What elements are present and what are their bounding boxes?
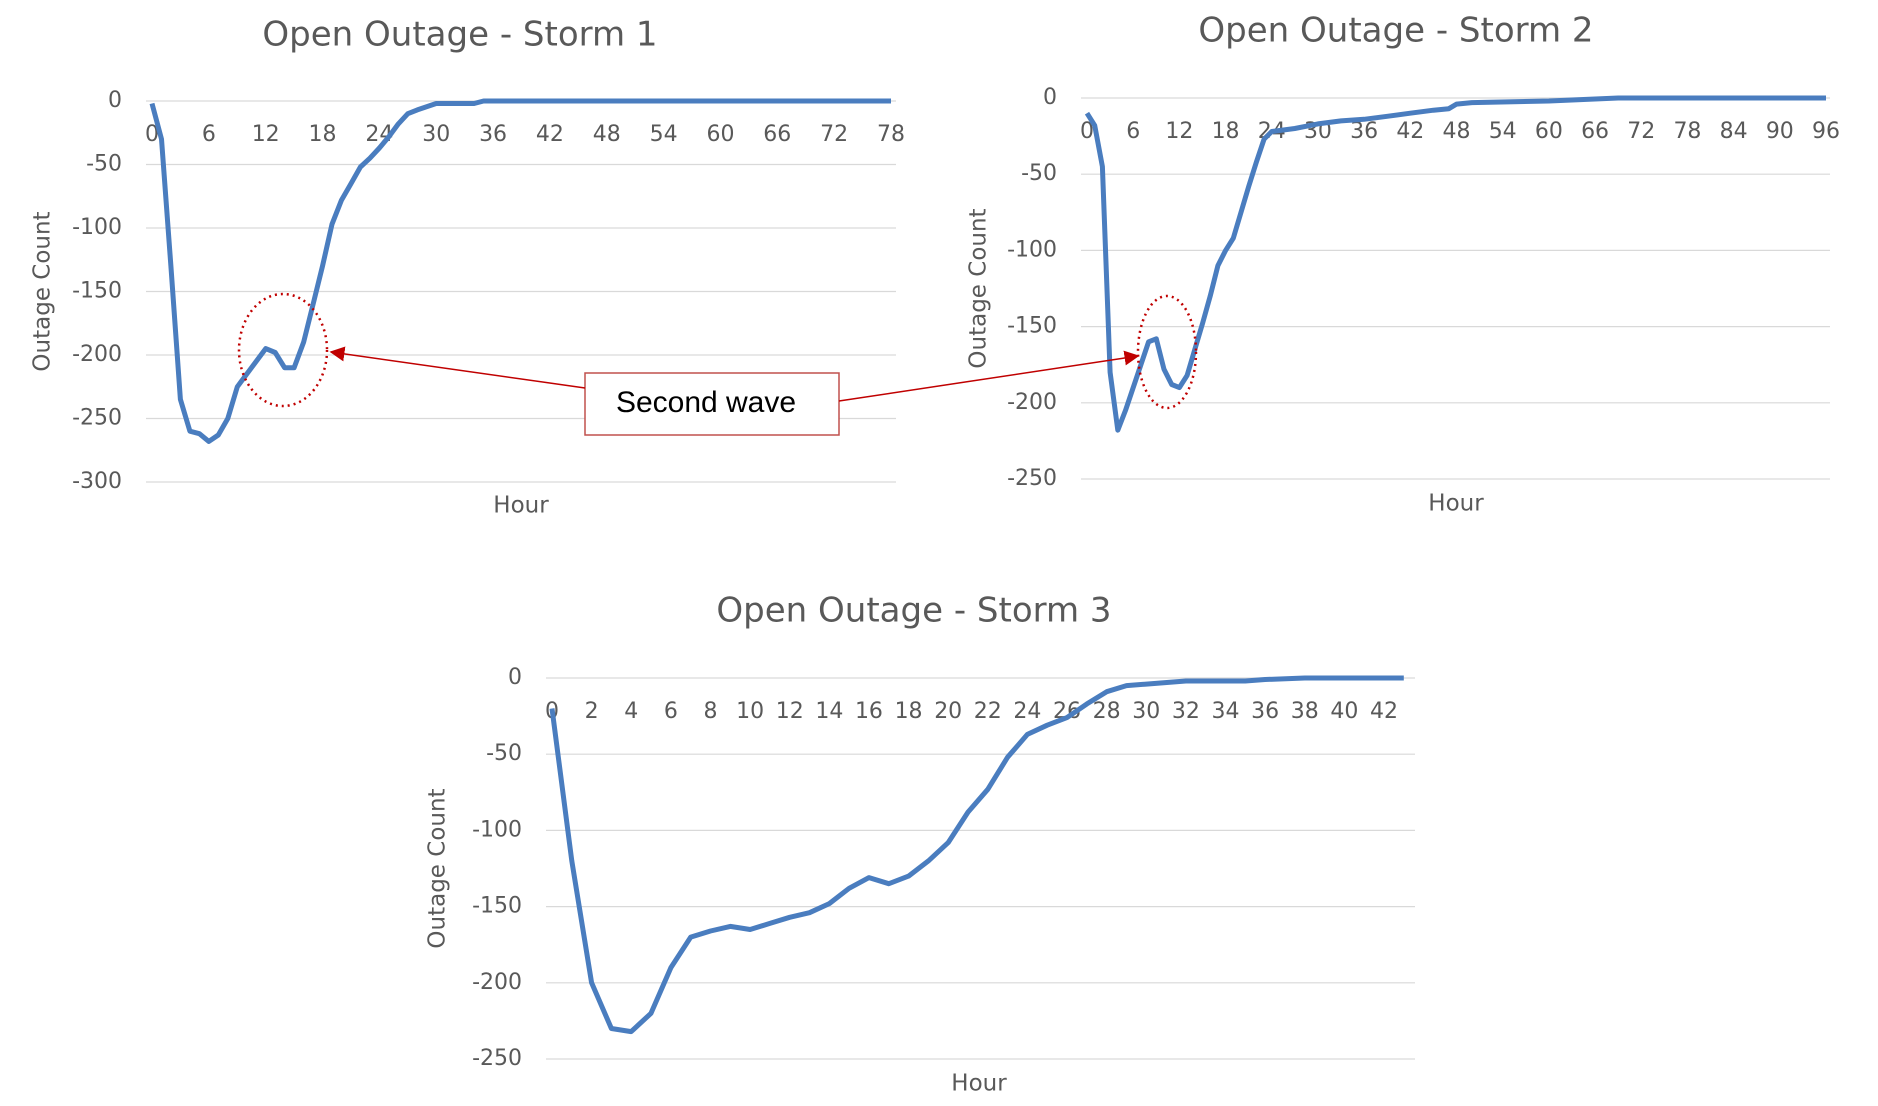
x-tick-label: 12 [252, 122, 280, 147]
series-line [149, 98, 891, 444]
y-tick-label: -50 [86, 152, 122, 177]
arrow [329, 346, 586, 389]
annotation: Second wave [616, 386, 796, 419]
x-tick-label: 6 [1126, 119, 1140, 144]
x-tick-label: 42 [536, 122, 564, 147]
x-tick-label: 16 [855, 699, 883, 724]
x-tick-label: 4 [624, 699, 638, 724]
x-tick-label: 18 [309, 122, 337, 147]
y-tick-label: -100 [72, 215, 122, 240]
x-tick-label: 22 [974, 699, 1002, 724]
x-tick-label: 66 [1581, 119, 1609, 144]
y-tick-label: -100 [1007, 237, 1057, 262]
x-tick-label: 60 [1535, 119, 1563, 144]
x-tick-label: 72 [820, 122, 848, 147]
x-tick-label: 0 [1080, 119, 1094, 144]
y-tick-label: -250 [472, 1046, 522, 1071]
x-tick-label: 30 [1132, 699, 1160, 724]
x-tick-label: 90 [1766, 119, 1794, 144]
highlight-ellipse [237, 292, 329, 408]
y-tick-label: -50 [486, 741, 522, 766]
x-tick-label: 60 [706, 122, 734, 147]
highlight-ellipse [1136, 294, 1198, 410]
x-tick-label: 36 [1350, 119, 1378, 144]
x-axis-label: Hour [493, 493, 549, 519]
x-tick-label: 18 [1212, 119, 1240, 144]
x-tick-label: 20 [934, 699, 962, 724]
x-tick-label: 2 [585, 699, 599, 724]
x-tick-label: 36 [1251, 699, 1279, 724]
x-tick-label: 34 [1212, 699, 1240, 724]
x-tick-label: 84 [1720, 119, 1748, 144]
x-tick-label: 28 [1093, 699, 1121, 724]
y-tick-label: 0 [1043, 85, 1057, 110]
y-axis-label: Outage Count [425, 788, 451, 948]
x-tick-label: 48 [1443, 119, 1471, 144]
x-tick-label: 96 [1812, 119, 1840, 144]
y-tick-label: -200 [472, 970, 522, 995]
x-tick-label: 78 [877, 122, 905, 147]
y-tick-label: -50 [1021, 161, 1057, 186]
x-tick-label: 78 [1673, 119, 1701, 144]
series-line [549, 675, 1404, 1035]
y-tick-label: -150 [1007, 314, 1057, 339]
x-tick-label: 42 [1396, 119, 1424, 144]
y-tick-label: -100 [472, 817, 522, 842]
y-axis-label: Outage Count [966, 208, 992, 368]
y-tick-label: -250 [72, 406, 122, 431]
series-line [1084, 95, 1826, 433]
y-tick-label: -250 [1007, 466, 1057, 491]
x-tick-label: 6 [202, 122, 216, 147]
y-tick-label: -200 [72, 342, 122, 367]
y-axis-label: Outage Count [30, 211, 56, 371]
chart-title: Open Outage - Storm 2 [1198, 11, 1593, 51]
x-tick-label: 54 [650, 122, 678, 147]
y-tick-label: -150 [472, 894, 522, 919]
y-tick-label: -300 [72, 469, 122, 494]
x-tick-label: 10 [736, 699, 764, 724]
x-tick-label: 24 [1013, 699, 1041, 724]
x-tick-label: 66 [763, 122, 791, 147]
x-tick-label: 0 [145, 122, 159, 147]
chart-title: Open Outage - Storm 1 [262, 15, 657, 55]
x-tick-label: 32 [1172, 699, 1200, 724]
x-tick-label: 36 [479, 122, 507, 147]
y-tick-label: 0 [108, 88, 122, 113]
x-tick-label: 6 [664, 699, 678, 724]
x-tick-label: 12 [1165, 119, 1193, 144]
x-tick-label: 38 [1291, 699, 1319, 724]
annotation-box [584, 372, 840, 436]
x-tick-label: 14 [815, 699, 843, 724]
x-tick-label: 42 [1370, 699, 1398, 724]
y-tick-label: -200 [1007, 390, 1057, 415]
x-tick-label: 8 [703, 699, 717, 724]
chart-title: Open Outage - Storm 3 [716, 591, 1111, 631]
x-axis-label: Hour [1428, 491, 1484, 517]
arrow [838, 350, 1140, 402]
y-tick-label: -150 [72, 279, 122, 304]
x-tick-label: 72 [1627, 119, 1655, 144]
x-tick-label: 40 [1330, 699, 1358, 724]
x-tick-label: 30 [422, 122, 450, 147]
x-tick-label: 12 [776, 699, 804, 724]
x-tick-label: 54 [1489, 119, 1517, 144]
x-axis-label: Hour [951, 1071, 1007, 1097]
y-tick-label: 0 [508, 665, 522, 690]
x-tick-label: 48 [593, 122, 621, 147]
x-tick-label: 18 [895, 699, 923, 724]
